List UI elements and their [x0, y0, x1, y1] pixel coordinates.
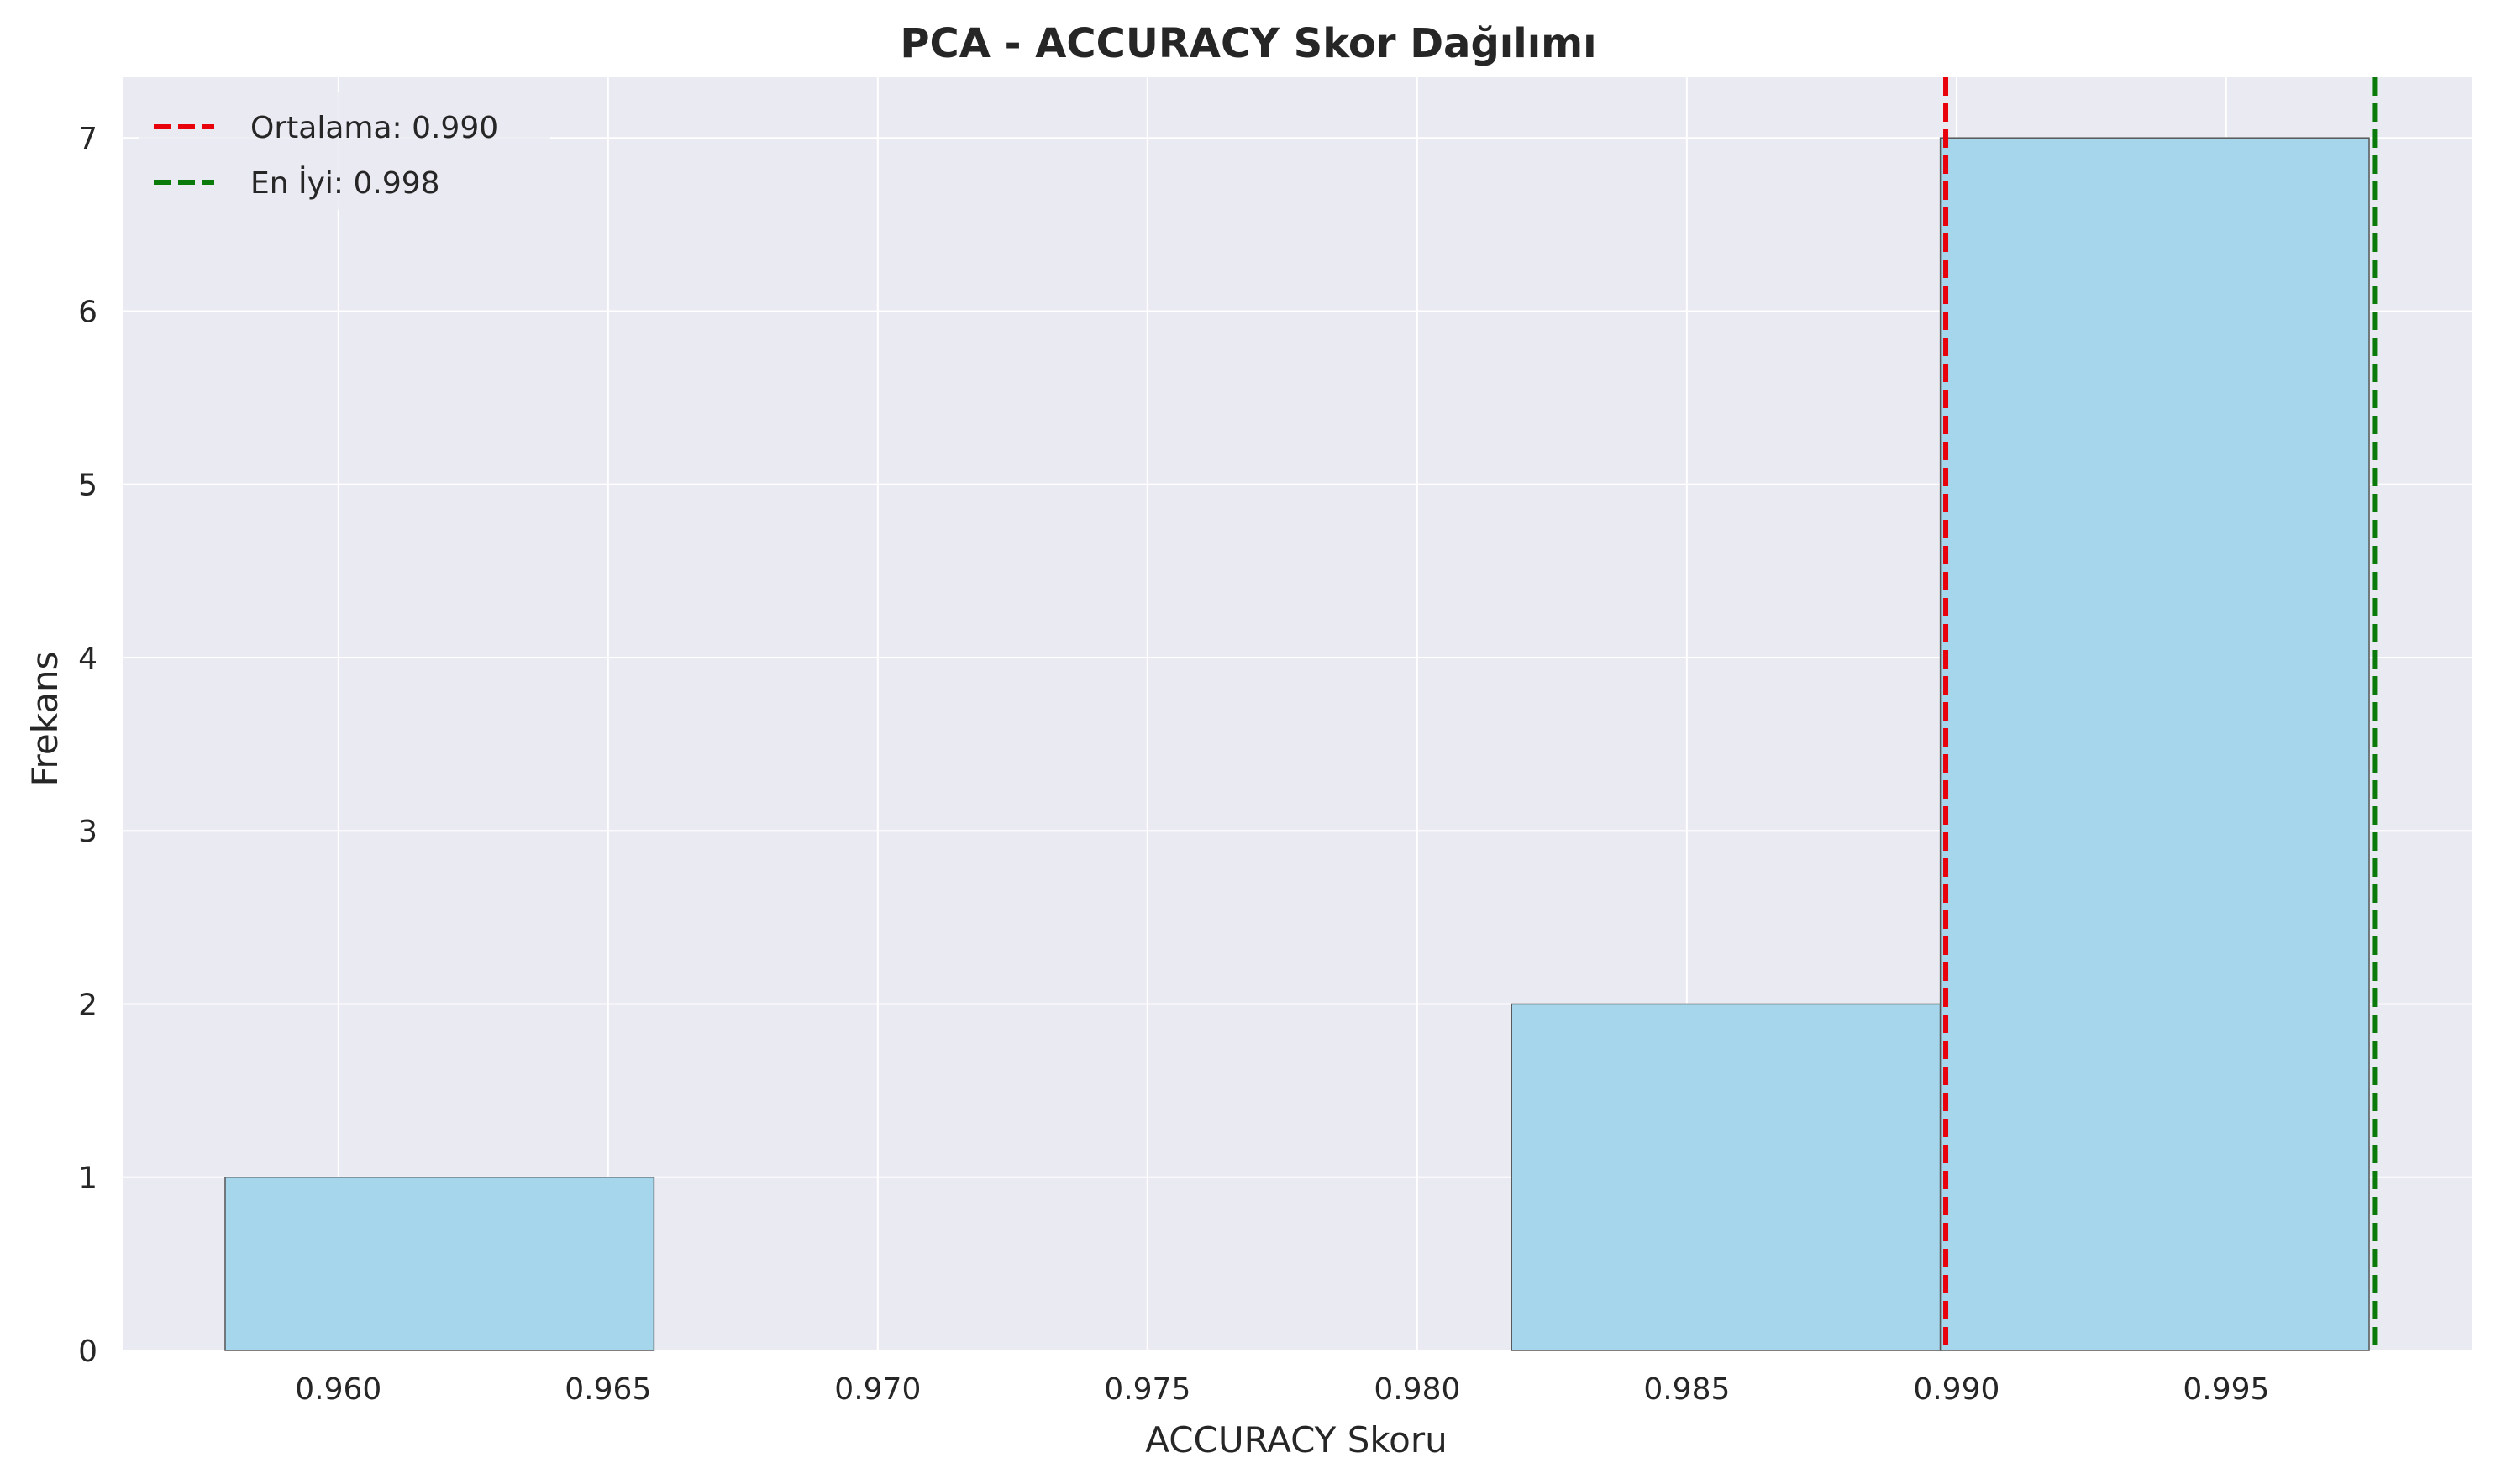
legend-box: [139, 92, 550, 210]
reference-lines: [1943, 77, 2378, 1350]
legend-label-best: En İyi: 0.998: [250, 165, 440, 201]
y-axis-label: Frekans: [24, 651, 66, 786]
x-tick-label: 0.980: [1374, 1372, 1460, 1407]
histogram-bar: [1939, 137, 2370, 1351]
x-axis-label: ACCURACY Skoru: [1145, 1419, 1448, 1460]
x-tick-label: 0.985: [1643, 1372, 1730, 1407]
y-tick-label: 1: [78, 1162, 97, 1196]
x-axis-ticks: 0.960 0.965 0.970 0.975 0.980 0.985 0.990 0.995: [295, 1372, 2269, 1407]
histogram-bar: [224, 1176, 655, 1351]
y-tick-label: 6: [78, 295, 97, 329]
x-tick-label: 0.965: [565, 1372, 651, 1407]
y-tick-label: 0: [78, 1335, 97, 1369]
x-tick-label: 0.975: [1104, 1372, 1190, 1407]
chart-title: PCA - ACCURACY Skor Dağılımı: [900, 20, 1596, 67]
histogram-bars: [224, 137, 2370, 1351]
y-tick-label: 4: [78, 642, 97, 676]
y-tick-label: 7: [78, 122, 97, 156]
histogram-bar: [1511, 1003, 1942, 1351]
y-tick-label: 5: [78, 469, 97, 503]
x-tick-label: 0.960: [295, 1372, 381, 1407]
y-tick-label: 2: [78, 988, 97, 1022]
x-tick-label: 0.995: [2183, 1372, 2269, 1407]
y-axis-ticks: 0 1 2 3 4 5 6 7: [78, 122, 97, 1369]
x-tick-label: 0.970: [834, 1372, 921, 1407]
y-tick-label: 3: [78, 815, 97, 849]
legend: Ortalama: 0.990 En İyi: 0.998: [139, 92, 550, 210]
legend-label-mean: Ortalama: 0.990: [250, 111, 498, 145]
x-tick-label: 0.990: [1913, 1372, 1999, 1407]
